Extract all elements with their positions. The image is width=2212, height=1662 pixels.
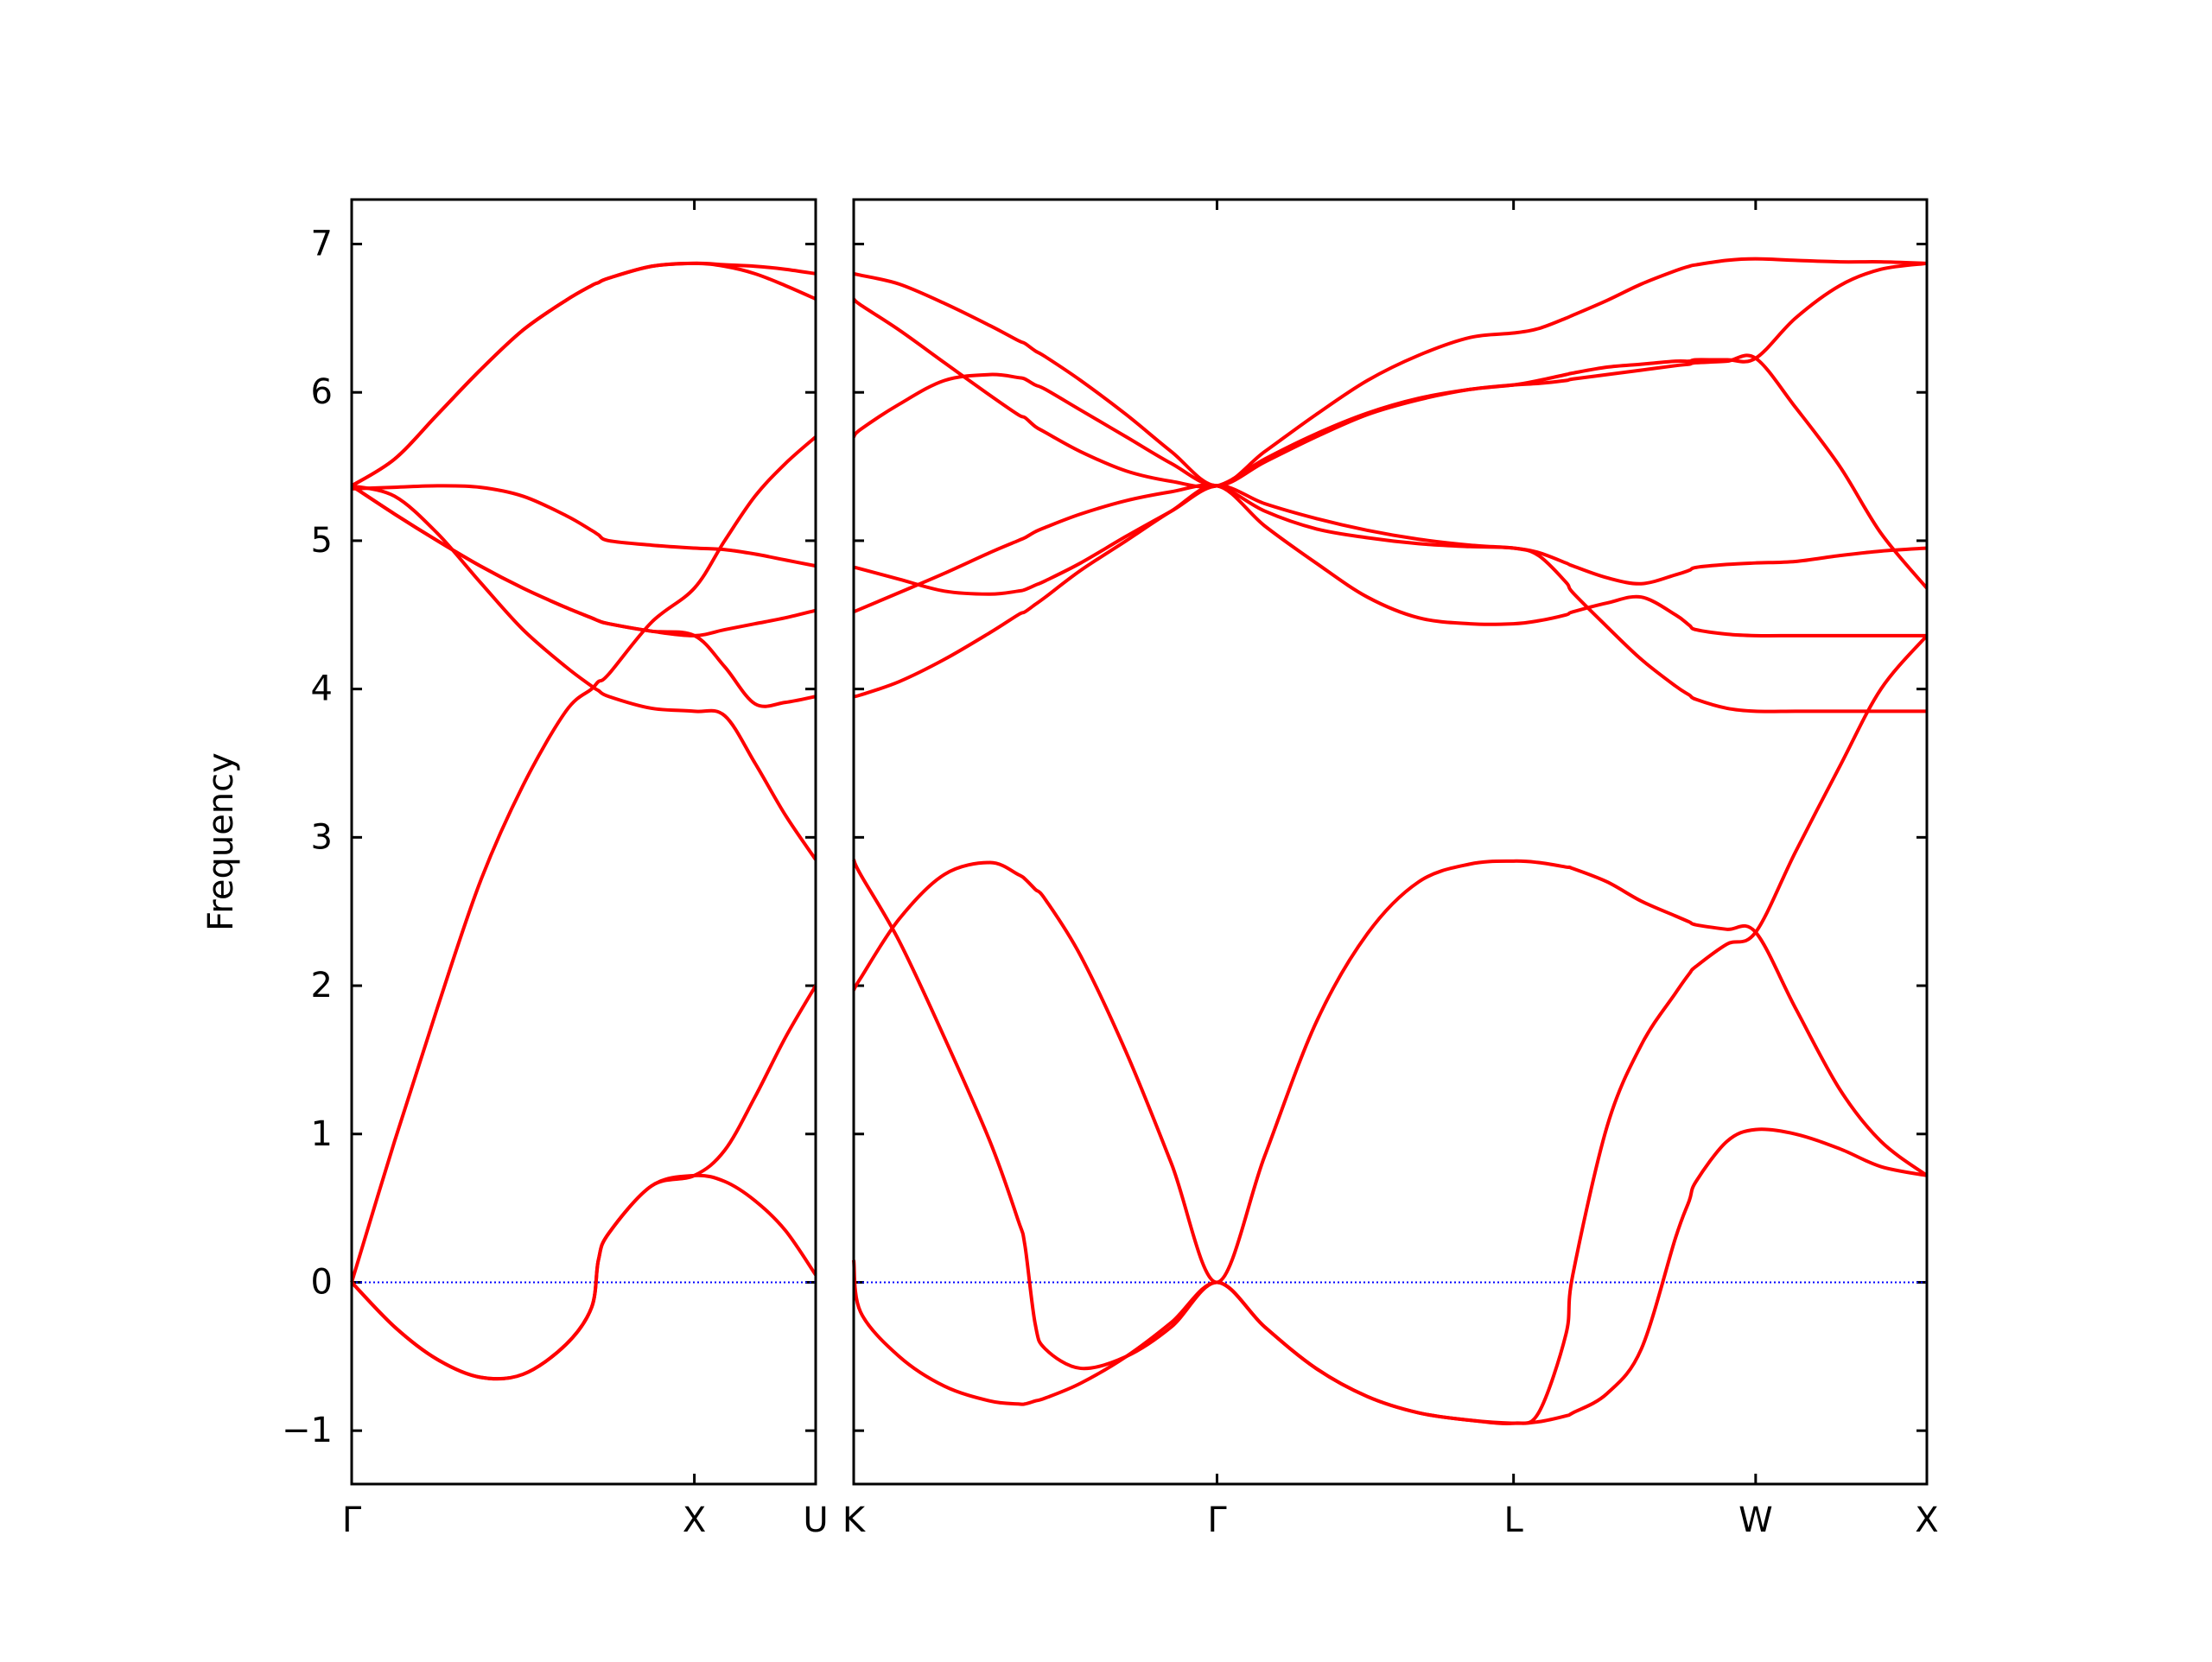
band-line <box>350 484 817 638</box>
x-tick-label: Γ <box>1207 1500 1227 1540</box>
y-tick-label: −1 <box>282 1411 333 1450</box>
x-tick-label: Γ <box>342 1500 362 1540</box>
band-line <box>350 985 817 1381</box>
plot-frame <box>852 198 1929 1486</box>
band-line <box>351 484 817 568</box>
y-axis-label: Frequency <box>201 752 241 931</box>
y-tick-label: 7 <box>311 225 333 264</box>
x-tick-label: X <box>683 1500 706 1540</box>
y-tick-label: 5 <box>311 521 333 561</box>
band-line <box>853 257 1928 488</box>
band-line <box>351 484 817 861</box>
band-line <box>853 484 1927 699</box>
y-tick-label: 1 <box>311 1114 333 1154</box>
band-line <box>852 353 1929 590</box>
y-tick-label: 4 <box>311 669 333 709</box>
band-line <box>350 435 817 1284</box>
x-tick-label: W <box>1738 1500 1773 1540</box>
x-tick-label: X <box>1915 1500 1938 1540</box>
band-line <box>853 484 1928 596</box>
y-tick-label: 2 <box>311 966 333 1005</box>
y-tick-label: 3 <box>311 817 333 857</box>
band-line <box>853 483 1927 714</box>
y-tick-label: 6 <box>311 372 333 412</box>
x-tick-label: K <box>842 1500 867 1540</box>
plot-frame <box>350 198 817 1486</box>
band-line <box>852 1127 1928 1425</box>
y-tick-label: 0 <box>311 1262 333 1302</box>
band-line <box>350 261 817 488</box>
x-tick-label: U <box>803 1500 828 1540</box>
x-tick-label: L <box>1504 1500 1524 1540</box>
band-line <box>852 859 1929 1285</box>
